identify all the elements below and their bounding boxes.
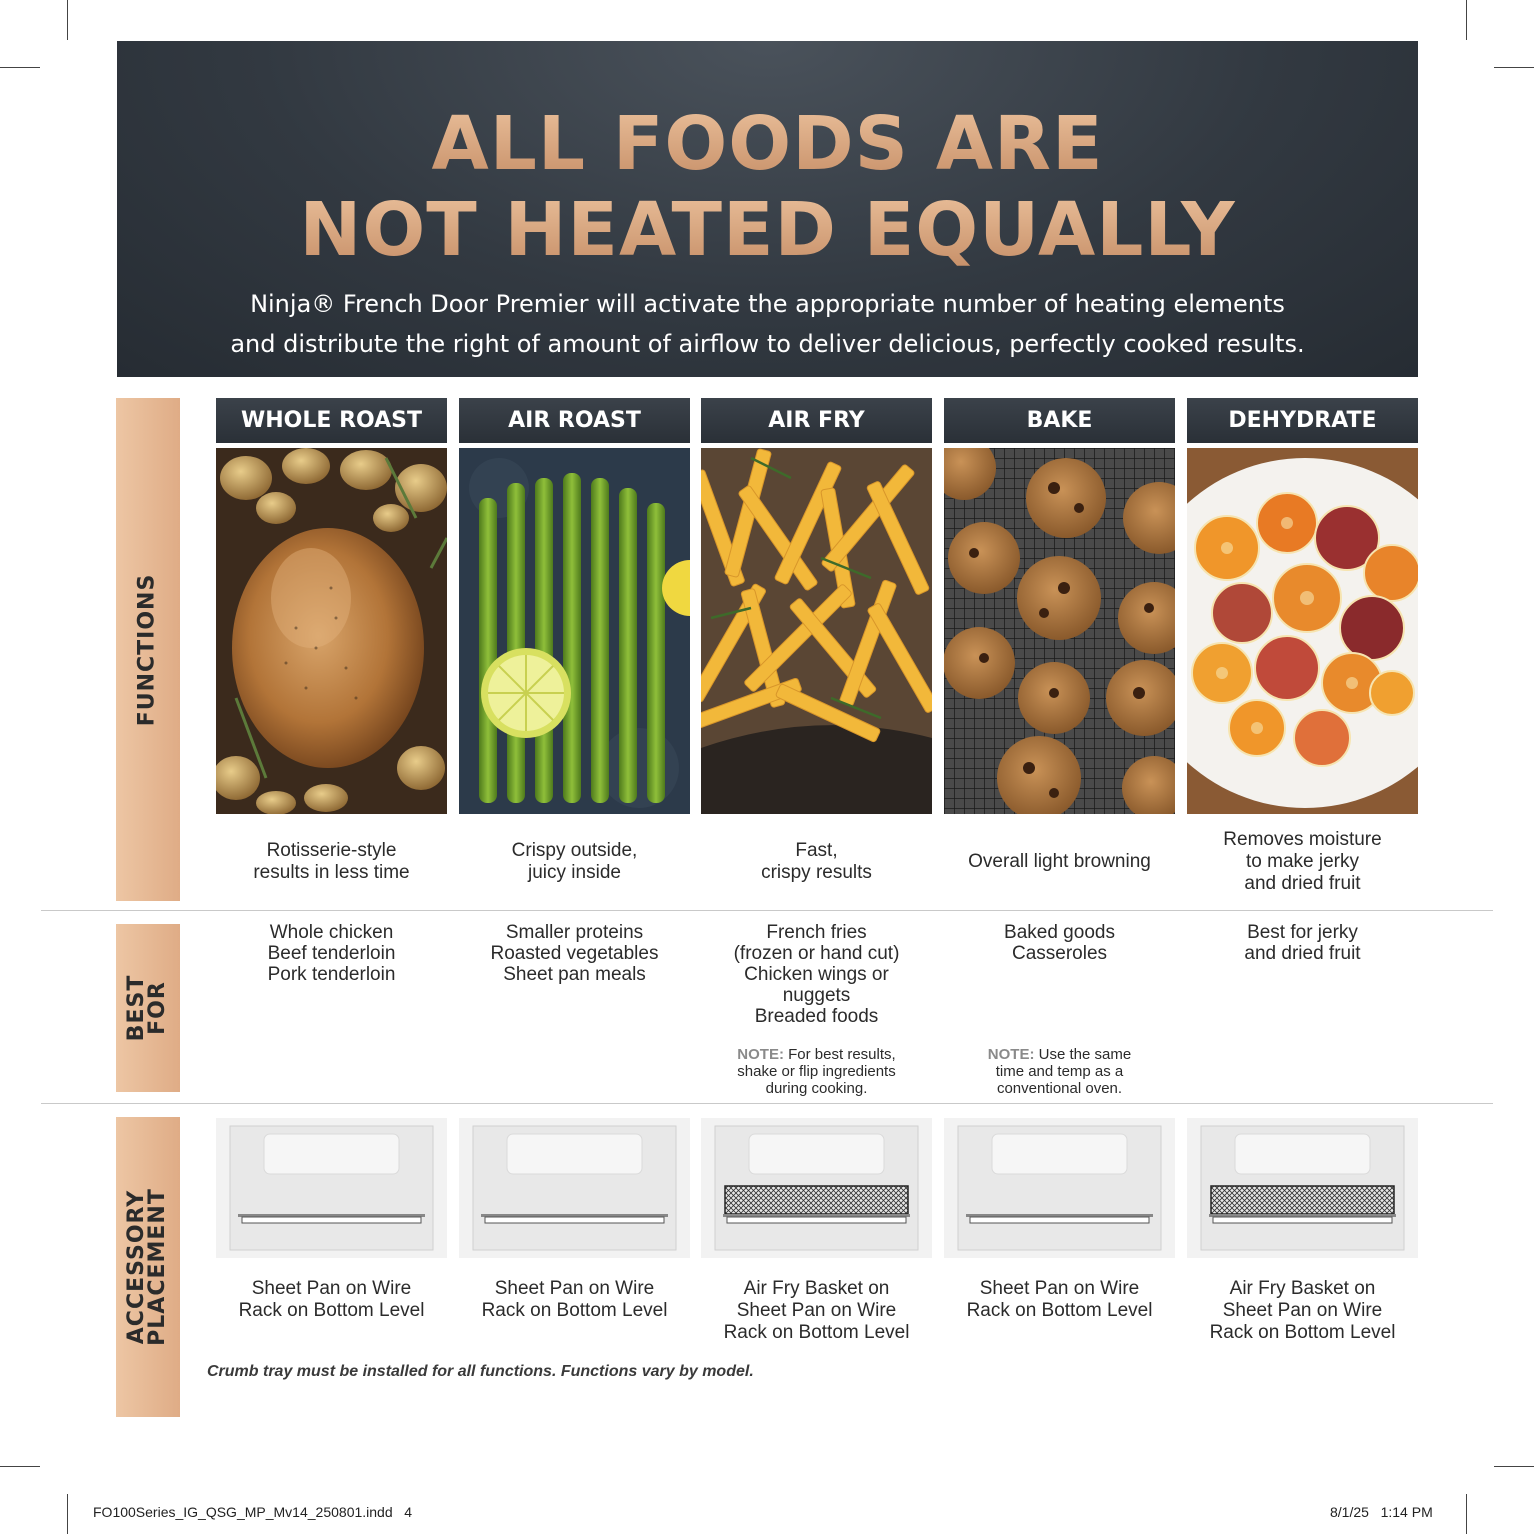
- function-description: Rotisserie-style results in less time: [253, 840, 410, 883]
- crop-mark: [1466, 0, 1467, 40]
- row-divider: [41, 910, 1493, 911]
- oven-sheet-pan-illustration: [944, 1118, 1175, 1258]
- accessory-placement-text: Sheet Pan on Wire Rack on Bottom Level: [966, 1278, 1153, 1321]
- best-for-label: BEST FOR: [124, 974, 170, 1042]
- crop-mark: [0, 1466, 40, 1467]
- air-roast-photo: [459, 448, 690, 814]
- hero-title-line2: NOT HEATED EQUALLY: [117, 193, 1418, 267]
- hero-subtitle-line2: and distribute the right of amount of ai…: [230, 330, 1305, 358]
- crop-mark: [1494, 1466, 1534, 1467]
- accessory-section-label: ACCESSORY PLACEMENT: [116, 1117, 180, 1417]
- accessory-placement-text: Air Fry Basket on Sheet Pan on Wire Rack o…: [1209, 1278, 1396, 1343]
- accessory-placement-text: Sheet Pan on Wire Rack on Bottom Level: [481, 1278, 668, 1321]
- best-for-list: Baked goods Casseroles: [1004, 922, 1115, 964]
- best-for-section-label: BEST FOR: [116, 924, 180, 1092]
- function-header-air-fry: AIR FRY: [701, 398, 932, 443]
- function-description: Overall light browning: [968, 851, 1151, 872]
- hero-banner: ALL FOODS ARE NOT HEATED EQUALLY Ninja® …: [117, 41, 1418, 377]
- function-header-whole-roast: WHOLE ROAST: [216, 398, 447, 443]
- note-text: NOTE: For best results, shake or flip in…: [737, 1046, 896, 1097]
- accessory-label: ACCESSORY PLACEMENT: [124, 1188, 170, 1346]
- oven-sheet-pan-illustration: [216, 1118, 447, 1258]
- crop-mark: [67, 1494, 68, 1534]
- crop-mark: [1466, 1494, 1467, 1534]
- hero-subtitle-line1: Ninja® French Door Premier will activate…: [250, 290, 1285, 318]
- air-fry-photo: [701, 448, 932, 814]
- oven-air-fry-basket-illustration: [1187, 1118, 1418, 1258]
- crop-mark: [67, 0, 68, 40]
- note-text: NOTE: Use the same time and temp as a co…: [987, 1046, 1132, 1097]
- hero-title-line1: ALL FOODS ARE: [117, 107, 1418, 181]
- bake-photo: [944, 448, 1175, 814]
- dehydrate-photo: [1187, 448, 1418, 814]
- slug-date-time: 8/1/25 1:14 PM: [1330, 1504, 1433, 1520]
- slug-file-name: FO100Series_IG_QSG_MP_Mv14_250801.indd 4: [93, 1504, 413, 1520]
- function-description: Crispy outside, juicy inside: [511, 840, 638, 883]
- function-header-bake: BAKE: [944, 398, 1175, 443]
- function-header-dehydrate: DEHYDRATE: [1187, 398, 1418, 443]
- crop-mark: [1494, 67, 1534, 68]
- note-label: NOTE:: [987, 1046, 1035, 1063]
- row-divider: [41, 1103, 1493, 1104]
- functions-label: FUNCTIONS: [134, 573, 160, 726]
- function-description: Removes moisture to make jerky and dried f…: [1223, 829, 1382, 894]
- accessory-placement-text: Sheet Pan on Wire Rack on Bottom Level: [238, 1278, 425, 1321]
- best-for-list: French fries (frozen or hand cut) Chicken …: [733, 922, 900, 1027]
- crop-mark: [0, 67, 40, 68]
- function-description: Fast, crispy results: [761, 840, 872, 883]
- whole-roast-photo: [216, 448, 447, 814]
- function-header-air-roast: AIR ROAST: [459, 398, 690, 443]
- accessory-placement-text: Air Fry Basket on Sheet Pan on Wire Rack o…: [723, 1278, 910, 1343]
- footnote: Crumb tray must be installed for all fun…: [207, 1363, 754, 1380]
- functions-section-label: FUNCTIONS: [116, 398, 180, 901]
- oven-air-fry-basket-illustration: [701, 1118, 932, 1258]
- best-for-list: Whole chicken Beef tenderloin Pork tenderl…: [267, 922, 396, 985]
- oven-sheet-pan-illustration: [459, 1118, 690, 1258]
- best-for-list: Best for jerky and dried fruit: [1244, 922, 1361, 964]
- best-for-list: Smaller proteins Roasted vegetables Sheet …: [490, 922, 659, 985]
- note-label: NOTE:: [737, 1046, 784, 1063]
